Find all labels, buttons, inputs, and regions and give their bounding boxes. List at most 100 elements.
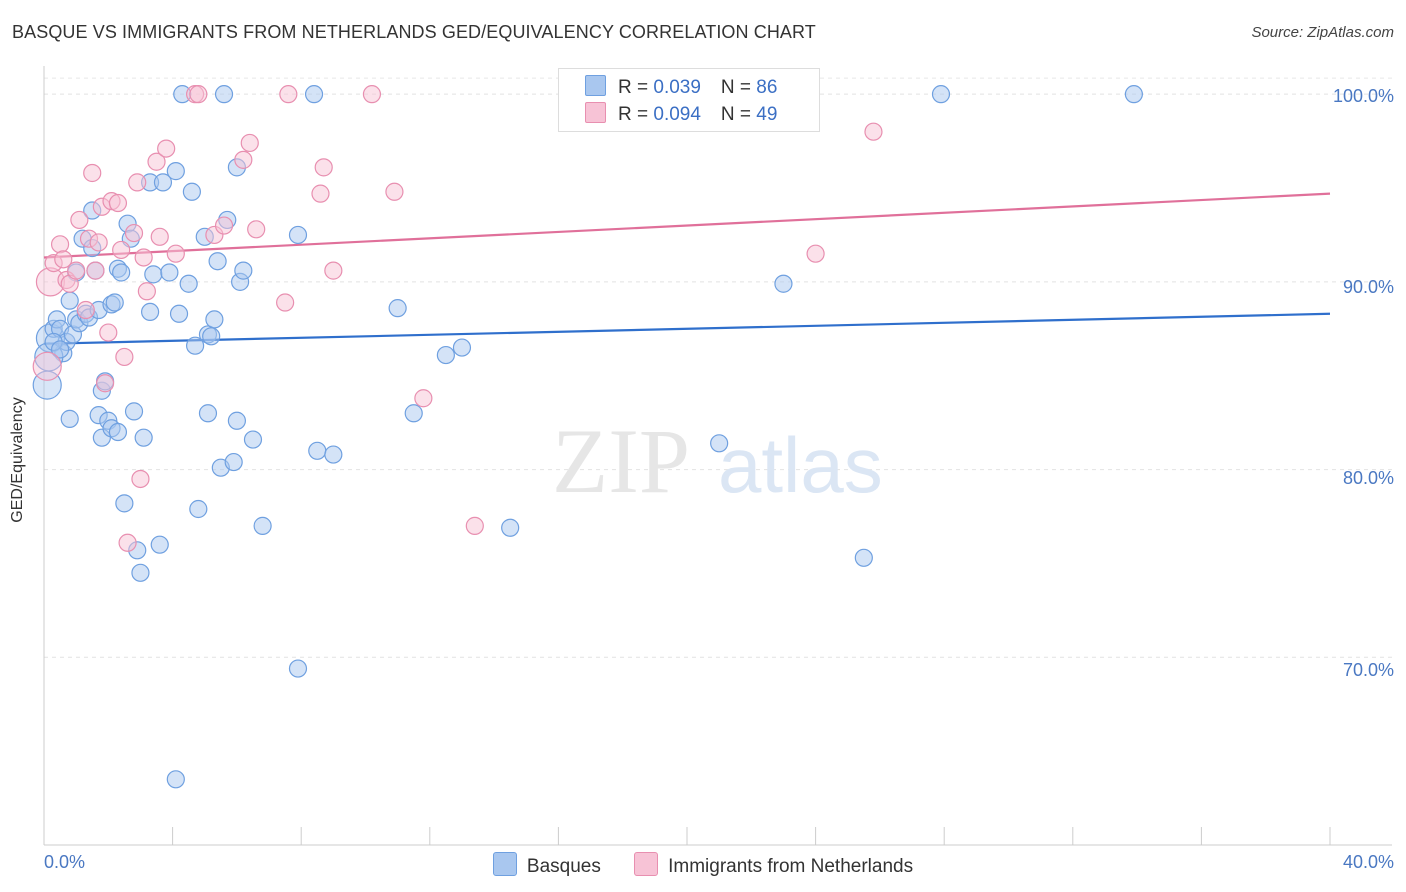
basques-point xyxy=(50,340,70,359)
netherlands-point xyxy=(240,133,259,153)
basques-point xyxy=(112,263,131,282)
basques-point xyxy=(115,494,134,513)
stats-legend: R = 0.039 N = 86 R = 0.094 N = 49 xyxy=(558,68,820,132)
legend-r-label: R = xyxy=(618,104,654,125)
netherlands-point xyxy=(70,210,89,230)
netherlands-point xyxy=(86,261,105,280)
data-points xyxy=(32,85,1143,789)
basques-point xyxy=(150,535,169,554)
x-tick-min: 0.0% xyxy=(44,852,86,872)
basques-point xyxy=(182,182,201,201)
basques-point xyxy=(186,336,205,355)
netherlands-point xyxy=(131,469,150,489)
netherlands-point xyxy=(247,220,266,239)
basques-trend-line xyxy=(43,312,1331,345)
basques-point xyxy=(288,659,308,678)
netherlands-point xyxy=(864,122,883,141)
basques-point xyxy=(124,402,144,421)
y-tick-70: 70.0% xyxy=(1342,660,1394,680)
legend-n-value: 86 xyxy=(756,77,778,98)
legend-swatch-pink xyxy=(585,102,606,123)
netherlands-point xyxy=(150,227,169,246)
basques-point xyxy=(452,338,472,357)
basques-point xyxy=(774,274,793,293)
netherlands-point xyxy=(311,184,330,203)
basques-point xyxy=(169,304,189,323)
netherlands-point xyxy=(67,261,86,280)
y-tick-80: 80.0% xyxy=(1342,468,1394,488)
netherlands-point xyxy=(324,261,343,280)
legend-swatch-blue xyxy=(585,75,606,96)
basques-point xyxy=(208,252,227,271)
netherlands-point xyxy=(112,240,131,260)
basques-point xyxy=(134,428,153,447)
legend-swatch-blue xyxy=(492,852,517,876)
basques-point xyxy=(108,422,128,442)
netherlands-point xyxy=(157,139,176,158)
basques-point xyxy=(198,404,218,423)
netherlands-point xyxy=(83,163,102,183)
basques-point xyxy=(60,409,79,428)
basques-point xyxy=(160,263,179,282)
legend-swatch-pink xyxy=(634,852,659,876)
legend-row-netherlands: R = 0.094 N = 49 xyxy=(585,102,777,126)
legend-label-basques: Basques xyxy=(526,856,601,877)
basques-point xyxy=(202,327,221,346)
basques-point xyxy=(501,518,520,537)
basques-point xyxy=(234,261,253,280)
y-tick-90: 90.0% xyxy=(1342,277,1394,297)
legend-item-netherlands[interactable]: Immigrants from Netherlands xyxy=(634,852,913,878)
basques-point xyxy=(214,85,234,104)
basques-point xyxy=(189,499,208,519)
basques-point xyxy=(243,430,263,449)
netherlands-point xyxy=(108,193,128,213)
basques-point xyxy=(1124,85,1143,104)
watermark-zip: ZIP xyxy=(552,410,690,512)
netherlands-point xyxy=(50,235,70,254)
trend-lines xyxy=(43,192,1331,345)
netherlands-trend-line xyxy=(43,192,1331,259)
basques-point xyxy=(144,265,163,284)
netherlands-point xyxy=(465,516,484,535)
basques-point xyxy=(253,516,272,535)
basques-point xyxy=(710,434,729,453)
netherlands-point xyxy=(124,223,144,243)
netherlands-point xyxy=(32,351,62,381)
netherlands-point xyxy=(54,250,73,269)
netherlands-point xyxy=(314,158,333,177)
chart-title: BASQUE VS IMMIGRANTS FROM NETHERLANDS GE… xyxy=(12,22,816,42)
netherlands-point xyxy=(166,244,185,263)
netherlands-point xyxy=(137,282,156,301)
legend-n-value: 49 xyxy=(756,104,778,125)
watermark-atlas: atlas xyxy=(718,421,883,509)
legend-r-value: 0.094 xyxy=(653,104,701,125)
basques-point xyxy=(227,411,246,430)
basques-point xyxy=(153,173,173,192)
x-tick-max: 40.0% xyxy=(1342,852,1394,872)
basques-point xyxy=(324,445,343,464)
netherlands-point xyxy=(189,85,208,104)
legend-item-basques[interactable]: Basques xyxy=(492,852,601,878)
legend-row-basques: R = 0.039 N = 86 xyxy=(585,75,777,99)
netherlands-point xyxy=(414,389,433,408)
basques-point xyxy=(854,548,873,567)
axes xyxy=(43,66,1392,846)
y-tick-100: 100.0% xyxy=(1332,86,1394,106)
netherlands-point xyxy=(95,374,115,393)
netherlands-point xyxy=(362,85,382,104)
netherlands-point xyxy=(118,533,137,552)
basques-point xyxy=(308,441,327,460)
legend-r-value: 0.039 xyxy=(653,77,701,98)
netherlands-point xyxy=(89,233,108,252)
netherlands-point xyxy=(276,293,295,312)
basques-point xyxy=(288,225,308,245)
series-legend: Basques Immigrants from Netherlands xyxy=(0,852,1406,878)
legend-r-label: R = xyxy=(618,77,654,98)
basques-point xyxy=(304,85,324,104)
netherlands-point xyxy=(234,150,253,169)
basques-point xyxy=(60,291,79,310)
basques-point xyxy=(224,452,243,472)
basques-point xyxy=(436,345,455,365)
netherlands-point xyxy=(134,248,153,267)
